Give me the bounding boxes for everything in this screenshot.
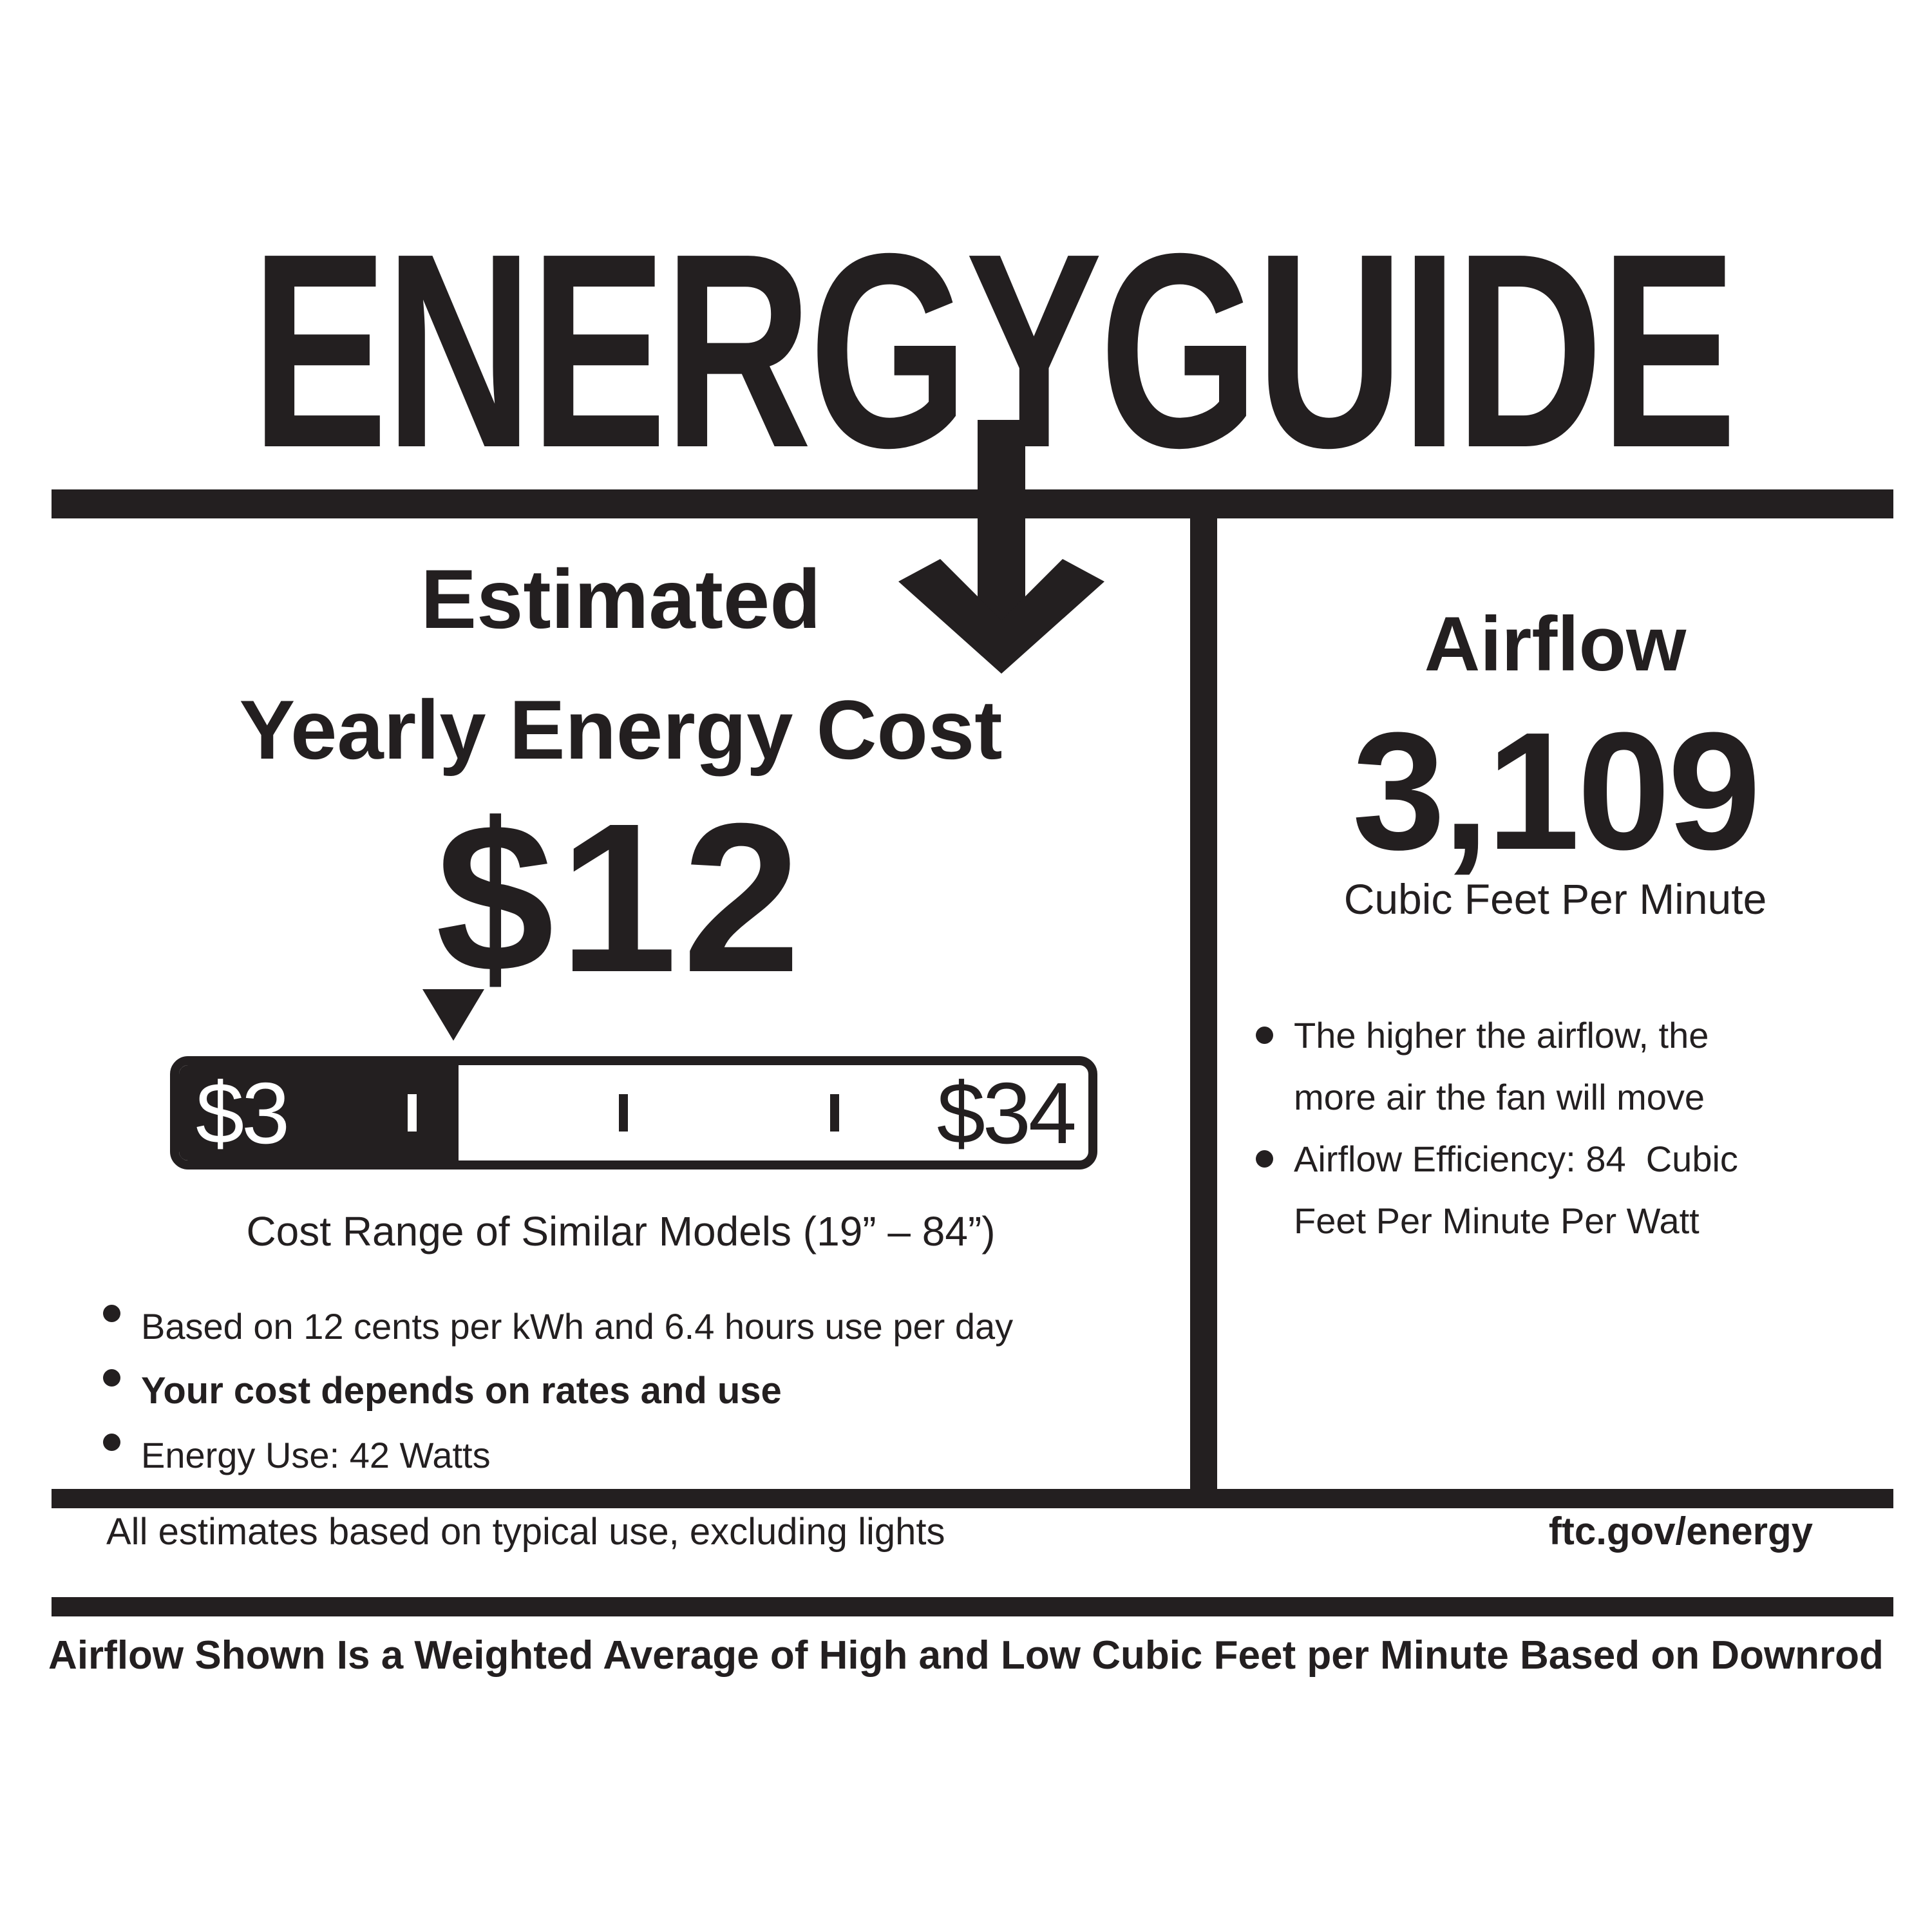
yearly-cost-value: $12 xyxy=(435,779,806,1016)
scale-tick-icon xyxy=(408,1094,417,1132)
estimates-disclaimer: All estimates based on typical use, excl… xyxy=(106,1511,945,1553)
airflow-note-higher: The higher the airflow, the more air the… xyxy=(1294,1015,1709,1117)
airflow-efficiency-note: Airflow Efficiency: 84 Cubic Feet Per Mi… xyxy=(1294,1139,1738,1241)
list-item: Airflow Efficiency: 84 Cubic Feet Per Mi… xyxy=(1256,1128,1790,1252)
title-arrow-shaft-icon xyxy=(978,420,1025,623)
cost-notes-list: Based on 12 cents per kWh and 6.4 hours … xyxy=(103,1294,1185,1488)
cost-note-rates: Based on 12 cents per kWh and 6.4 hours … xyxy=(141,1306,1014,1347)
scale-tick-icon xyxy=(619,1094,628,1132)
airflow-unit-label: Cubic Feet Per Minute xyxy=(1343,875,1767,923)
cost-marker-icon xyxy=(422,989,484,1041)
airflow-value: 3,109 xyxy=(1352,698,1761,885)
cost-range-caption: Cost Range of Similar Models (19” – 84”) xyxy=(246,1208,996,1255)
panel-divider xyxy=(1190,515,1217,1490)
page-title: ENERGYGUIDE xyxy=(251,196,1737,506)
scale-max-label: $34 xyxy=(936,1064,1077,1162)
list-item: Based on 12 cents per kWh and 6.4 hours … xyxy=(103,1294,1185,1359)
cost-range-scale: $3 $34 xyxy=(170,1056,1097,1170)
bullet-icon xyxy=(103,1434,120,1451)
bullet-icon xyxy=(1256,1027,1273,1044)
top-rule xyxy=(52,489,1893,518)
ftc-url: ftc.gov/energy xyxy=(1548,1510,1813,1553)
energy-use-note: Energy Use: 42 Watts xyxy=(141,1435,491,1475)
yearly-energy-cost-label: Yearly Energy Cost xyxy=(239,683,1003,777)
bullet-icon xyxy=(103,1305,120,1322)
bullet-icon xyxy=(1256,1150,1273,1168)
list-item: The higher the airflow, the more air the… xyxy=(1256,1005,1790,1128)
down-arrow-icon xyxy=(898,559,1104,674)
airflow-notes-list: The higher the airflow, the more air the… xyxy=(1256,1005,1790,1252)
bullet-icon xyxy=(103,1369,120,1387)
middle-rule xyxy=(52,1489,1893,1508)
airflow-weighted-average-note: Airflow Shown Is a Weighted Average of H… xyxy=(48,1633,1884,1678)
airflow-heading: Airflow xyxy=(1424,601,1687,687)
cost-note-depends: Your cost depends on rates and use xyxy=(141,1370,782,1412)
scale-tick-icon xyxy=(830,1094,839,1132)
list-item: Your cost depends on rates and use xyxy=(103,1359,1185,1423)
bottom-rule xyxy=(52,1597,1893,1616)
scale-min-label: $3 xyxy=(196,1064,290,1162)
list-item: Energy Use: 42 Watts xyxy=(103,1423,1185,1488)
estimated-label: Estimated xyxy=(421,552,821,646)
